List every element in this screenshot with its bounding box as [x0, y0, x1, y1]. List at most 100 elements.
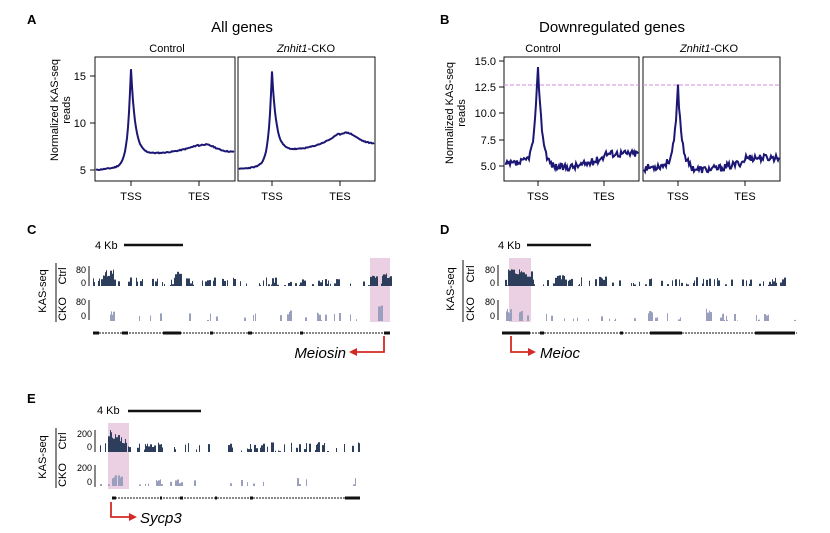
panel-e-cko-peak — [156, 479, 157, 486]
panel-c-ctrl-peak — [300, 282, 302, 286]
panel-e-ctrl-peak — [116, 437, 118, 452]
panel-e-ctrl-peak — [228, 445, 230, 452]
panel-d-ctrl-peak — [633, 283, 634, 286]
panel-e-ctrl-peak — [263, 443, 265, 452]
panel-c-ctrl-peak — [118, 281, 120, 286]
panel-e-ctrl-peak — [306, 443, 307, 452]
panel-e-ctrl-peak — [150, 444, 152, 452]
panel-d-ctrl-peak — [507, 285, 508, 286]
panel-c-gene-exon — [300, 331, 303, 335]
panel-e-gene-exon — [345, 496, 360, 500]
panel-d-gene-exon — [502, 331, 530, 335]
panel-e-ctrl-peak — [279, 451, 281, 452]
panel-d-cko-peak — [651, 311, 652, 321]
panel-d-ctrl-peak — [605, 276, 607, 286]
panel-d-ctrl-peak — [775, 277, 776, 286]
panel-d-cko-peak — [764, 314, 766, 321]
panel-d-ctrl-peak — [600, 276, 601, 286]
panel-d-ctrl-peak — [520, 272, 521, 286]
panel-e-ctrl-max: 200 — [77, 429, 92, 439]
panel-b-letter: B — [440, 12, 449, 27]
panel-b-ytick-7-5: 7.5 — [481, 135, 496, 147]
panel-e-ctrl-peak — [299, 444, 301, 452]
panel-d-ctrl-peak — [784, 277, 786, 286]
panel-d-cko-peak — [734, 314, 736, 321]
panel-e-cko-peak — [253, 483, 255, 486]
panel-c-gene-exon — [248, 331, 252, 335]
panel-c-ctrl-peak — [290, 281, 292, 286]
panel-c-ctrl-peak — [318, 280, 320, 286]
panel-c-ctrl-peak — [334, 283, 336, 286]
panel-c-ctrl-peak — [104, 275, 105, 286]
panel-e-ctrl-peak — [324, 443, 325, 452]
panel-c-ctrl-peak — [288, 283, 290, 286]
panel-d-cko-peak — [710, 312, 712, 321]
panel-e-ctrl-peak — [120, 441, 121, 452]
panel-c-ctrl-peak — [263, 280, 264, 286]
panel-c-cko-peak — [318, 313, 319, 321]
panel-c-ctrl-peak — [302, 279, 304, 286]
panel-c-ctrl-peak — [381, 283, 382, 286]
panel-d-scale-label: 4 Kb — [498, 240, 521, 252]
panel-d-ctrl-peak — [718, 280, 720, 286]
panel-d-ctrl-peak — [571, 278, 573, 286]
panel-e-ctrl-peak — [344, 444, 345, 452]
panel-d-ctrl-peak — [714, 279, 715, 286]
panel-b-xtick-tes-2: TES — [734, 191, 755, 203]
panel-c-ctrl-peak — [192, 281, 193, 286]
panel-d-cko-peak — [768, 314, 769, 321]
panel-d-ctrl-peak — [505, 279, 507, 286]
panel-c-scale-label: 4 Kb — [95, 240, 118, 252]
panel-d-ctrl-peak — [555, 277, 557, 286]
panel-a-yaxis — [90, 75, 95, 171]
panel-e-ctrl-peak — [124, 443, 125, 452]
panel-b-xaxis — [537, 181, 746, 186]
panel-e-ctrl-peak — [254, 444, 256, 452]
svg-text:Normalized KAS-seq: Normalized KAS-seq — [49, 59, 61, 161]
panel-e-ctrl-peak — [159, 444, 161, 452]
panel-d-cko-peak — [724, 320, 725, 321]
panel-d-ctrl-peak — [524, 272, 525, 286]
panel-c-cko-peak — [305, 317, 307, 321]
panel-c-ctrl-peak — [387, 278, 389, 286]
panel-c-cko-peak — [319, 314, 321, 321]
panel-d-ctrl-peak — [703, 278, 704, 286]
panel-e-ctrl-peak — [271, 442, 272, 452]
panel-e-cko-peak — [181, 482, 183, 486]
panel-e-cko-peak — [148, 483, 149, 486]
panel-b-xtick-tss-2: TSS — [667, 191, 688, 203]
panel-d-ctrl-peak — [534, 284, 535, 286]
panel-d-ctrl-peak — [661, 280, 663, 286]
panel-e-ctrl-min: 0 — [87, 442, 92, 452]
panel-d-cko-peak — [634, 318, 636, 321]
panel-d-ctrl-peak — [601, 277, 602, 286]
panel-c-cko-peak — [287, 314, 289, 321]
panel-c-assay-label: KAS-seq — [37, 269, 49, 312]
panel-c-ctrl-peak — [114, 279, 116, 286]
panel-d-ctrl-peak — [513, 269, 515, 286]
panel-e: E 4 Kb KAS-seq Ctrl CKO 200 0 200 0 Sycp… — [27, 391, 360, 527]
panel-c-cko-peak — [334, 313, 335, 321]
panel-e-assay-label: KAS-seq — [37, 435, 49, 478]
panel-c-ctrl-peak — [136, 277, 137, 286]
panel-c-ctrl-peak — [181, 273, 182, 286]
panel-c-ctrl-peak — [177, 271, 179, 286]
panel-d-letter: D — [440, 222, 449, 237]
panel-e-gene-exon — [250, 496, 253, 500]
panel-d-gene-exon — [620, 331, 623, 335]
panel-a-xtick-tss: TSS — [120, 191, 141, 203]
panel-d-ctrl-peak — [578, 285, 579, 286]
panel-d-ctrl-peak — [725, 284, 727, 286]
panel-d-ctrl-peak — [667, 284, 669, 286]
panel-e-ctrl-peak — [358, 442, 359, 452]
panel-e-cko-peak — [241, 480, 243, 486]
panel-e-cko-peak — [247, 482, 248, 486]
panel-d-ctrl-peak — [749, 283, 750, 286]
panel-c-ctrl-peak — [214, 277, 216, 286]
panel-d-ctrl-peak — [589, 280, 590, 286]
panel-d-ctrl-peak — [565, 279, 567, 286]
panel-e-ctrl-peak — [137, 447, 139, 452]
panel-a-xaxis — [130, 181, 341, 186]
panel-e-ctrl-peak — [284, 444, 285, 452]
panel-c-cko-peak — [244, 317, 246, 321]
